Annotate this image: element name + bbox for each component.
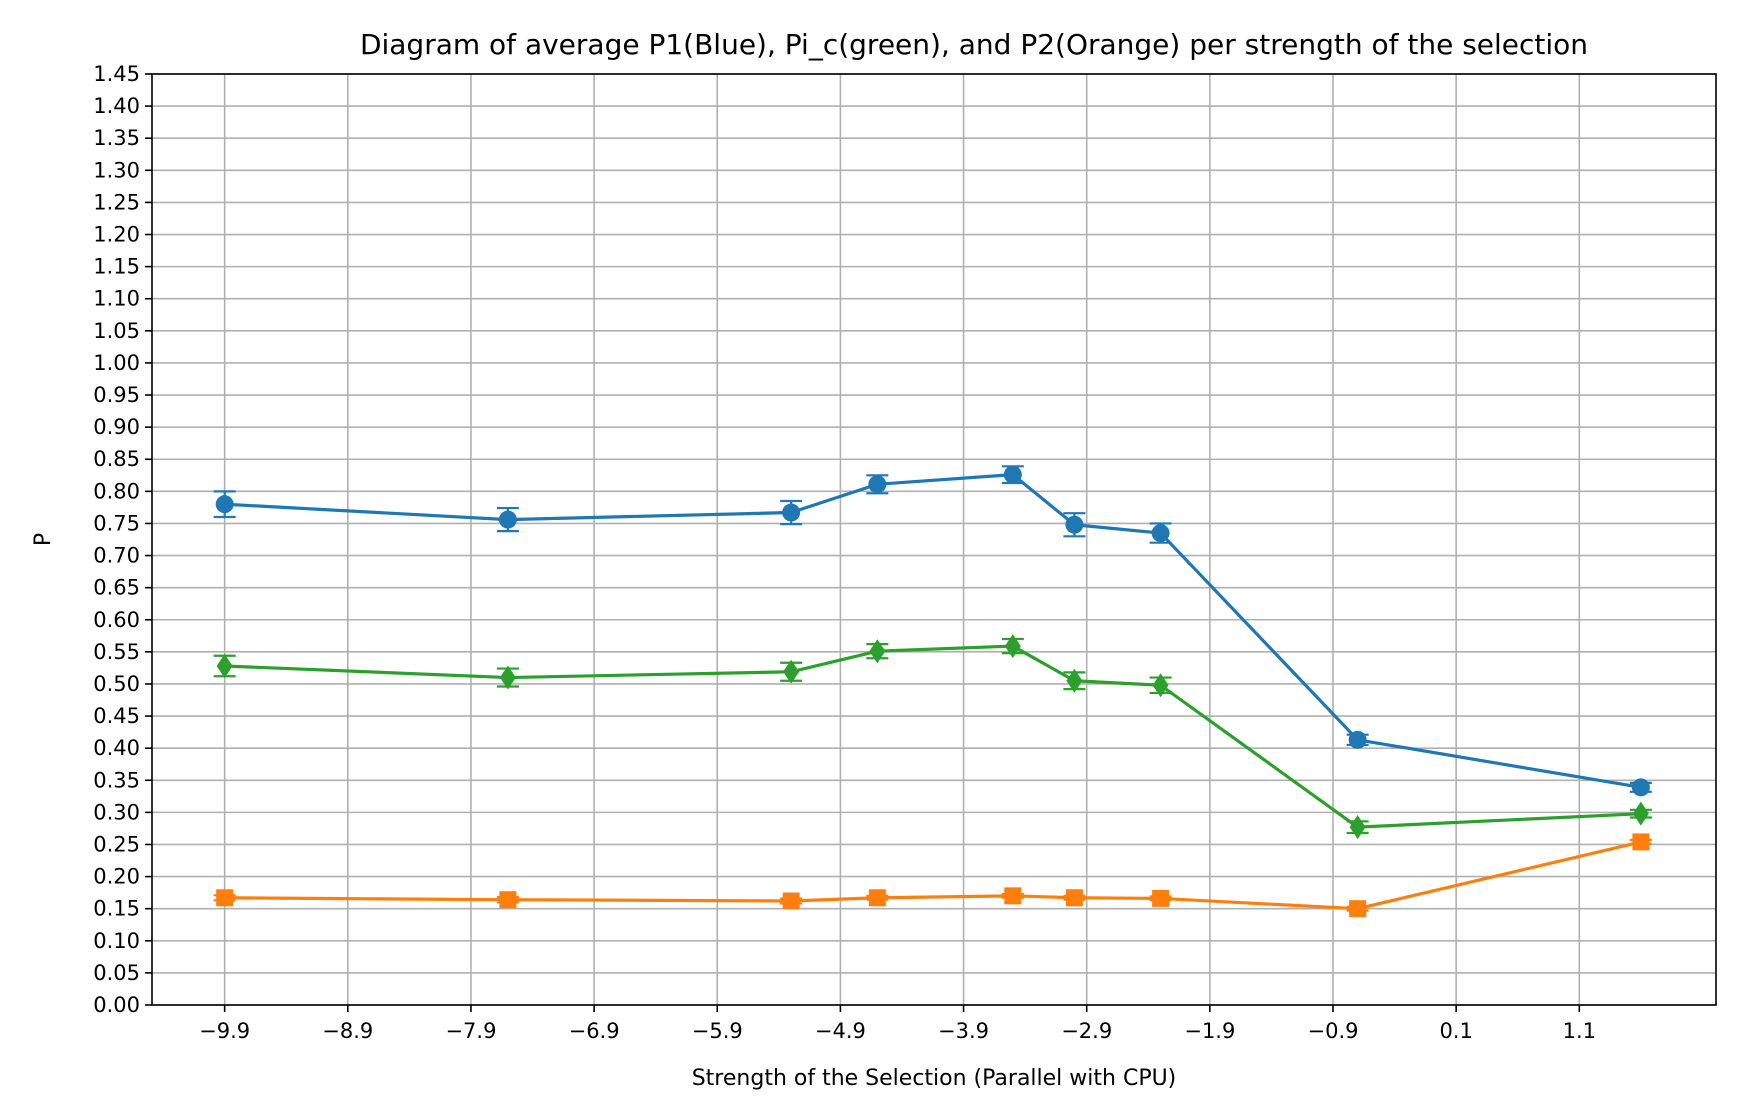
data-point (782, 503, 801, 522)
y-tick-label: 0.40 (93, 736, 140, 760)
y-tick-label: 0.35 (93, 768, 140, 792)
y-tick-label: 0.85 (93, 447, 140, 471)
x-tick-label: 1.1 (1563, 1019, 1596, 1043)
x-tick-label: −3.9 (938, 1019, 989, 1043)
data-point (1004, 887, 1022, 905)
y-tick-label: 0.00 (93, 993, 140, 1017)
y-tick-label: 1.00 (93, 351, 140, 375)
data-point (1632, 801, 1649, 826)
data-point (499, 891, 517, 909)
data-point (1003, 465, 1022, 484)
chart-title: Diagram of average P1(Blue), Pi_c(green)… (360, 28, 1588, 61)
data-point (868, 889, 886, 907)
data-point (1066, 668, 1083, 693)
y-tick-label: 0.60 (93, 608, 140, 632)
data-point (1065, 889, 1083, 907)
data-point (216, 653, 233, 678)
y-tick-label: 0.90 (93, 415, 140, 439)
data-point (1631, 778, 1650, 797)
x-axis-title: Strength of the Selection (Parallel with… (692, 1066, 1177, 1091)
y-tick-label: 0.55 (93, 640, 140, 664)
axes-frame (151, 73, 1717, 1006)
series-line (224, 473, 1642, 789)
y-tick-label: 1.25 (93, 190, 140, 214)
series-line (224, 644, 1641, 829)
data-point (1349, 900, 1367, 918)
x-tick-label: −1.9 (1184, 1019, 1235, 1043)
x-tick-label: 0.1 (1439, 1019, 1472, 1043)
data-point (868, 475, 887, 494)
data-point (215, 495, 234, 514)
x-tick-label: −0.9 (1308, 1019, 1359, 1043)
data-point (1152, 889, 1170, 907)
y-tick-label: 0.70 (93, 544, 140, 568)
series-2 (213, 833, 1652, 918)
y-tick-label: 1.05 (93, 319, 140, 343)
data-point (783, 659, 800, 684)
data-point (498, 510, 517, 529)
series-0 (213, 465, 1652, 797)
y-tick-label: 0.95 (93, 383, 140, 407)
y-tick-label: 0.75 (93, 511, 140, 535)
x-tick-label: −5.9 (692, 1019, 743, 1043)
y-tick-label: 0.50 (93, 672, 140, 696)
plot-series (213, 465, 1652, 918)
data-point (782, 892, 800, 910)
y-tick-label: 1.30 (93, 158, 140, 182)
y-tick-label: 1.35 (93, 126, 140, 150)
data-point (1152, 673, 1169, 698)
y-tick-label: 0.30 (93, 800, 140, 824)
x-tick-label: −4.9 (815, 1019, 866, 1043)
x-tick-label: −2.9 (1061, 1019, 1112, 1043)
y-tick-label: 1.15 (93, 255, 140, 279)
data-point (1348, 730, 1367, 749)
y-tick-label: 1.40 (93, 94, 140, 118)
y-tick-label: 0.45 (93, 704, 140, 728)
y-tick-label: 1.45 (93, 62, 140, 86)
data-point (1349, 815, 1366, 840)
series-line (224, 840, 1642, 911)
y-tick-label: 1.20 (93, 223, 140, 247)
x-tick-label: −8.9 (322, 1019, 373, 1043)
series-1 (213, 634, 1652, 840)
axis-ticks: −9.9 −8.9 −7.9 −6.9 −5.9 −4.9 −3.9 −2.9 −1.9 −0.9… (93, 62, 1596, 1043)
y-tick-label: 0.65 (93, 576, 140, 600)
y-tick-label: 0.05 (93, 961, 140, 985)
x-tick-label: −7.9 (445, 1019, 496, 1043)
data-point (1632, 833, 1650, 851)
x-tick-label: −6.9 (569, 1019, 620, 1043)
x-tick-label: −9.9 (199, 1019, 250, 1043)
data-point (1065, 515, 1084, 534)
y-tick-label: 0.80 (93, 479, 140, 503)
data-point (1151, 524, 1170, 543)
y-tick-label: 0.25 (93, 832, 140, 856)
data-point (216, 889, 234, 907)
y-tick-label: 0.20 (93, 865, 140, 889)
data-point (499, 665, 516, 690)
data-point (1004, 634, 1021, 659)
y-tick-label: 0.15 (93, 897, 140, 921)
grid (152, 73, 1716, 1006)
data-point (869, 639, 886, 664)
y-axis-title: P (31, 533, 56, 546)
y-tick-label: 0.10 (93, 929, 140, 953)
y-tick-label: 1.10 (93, 287, 140, 311)
